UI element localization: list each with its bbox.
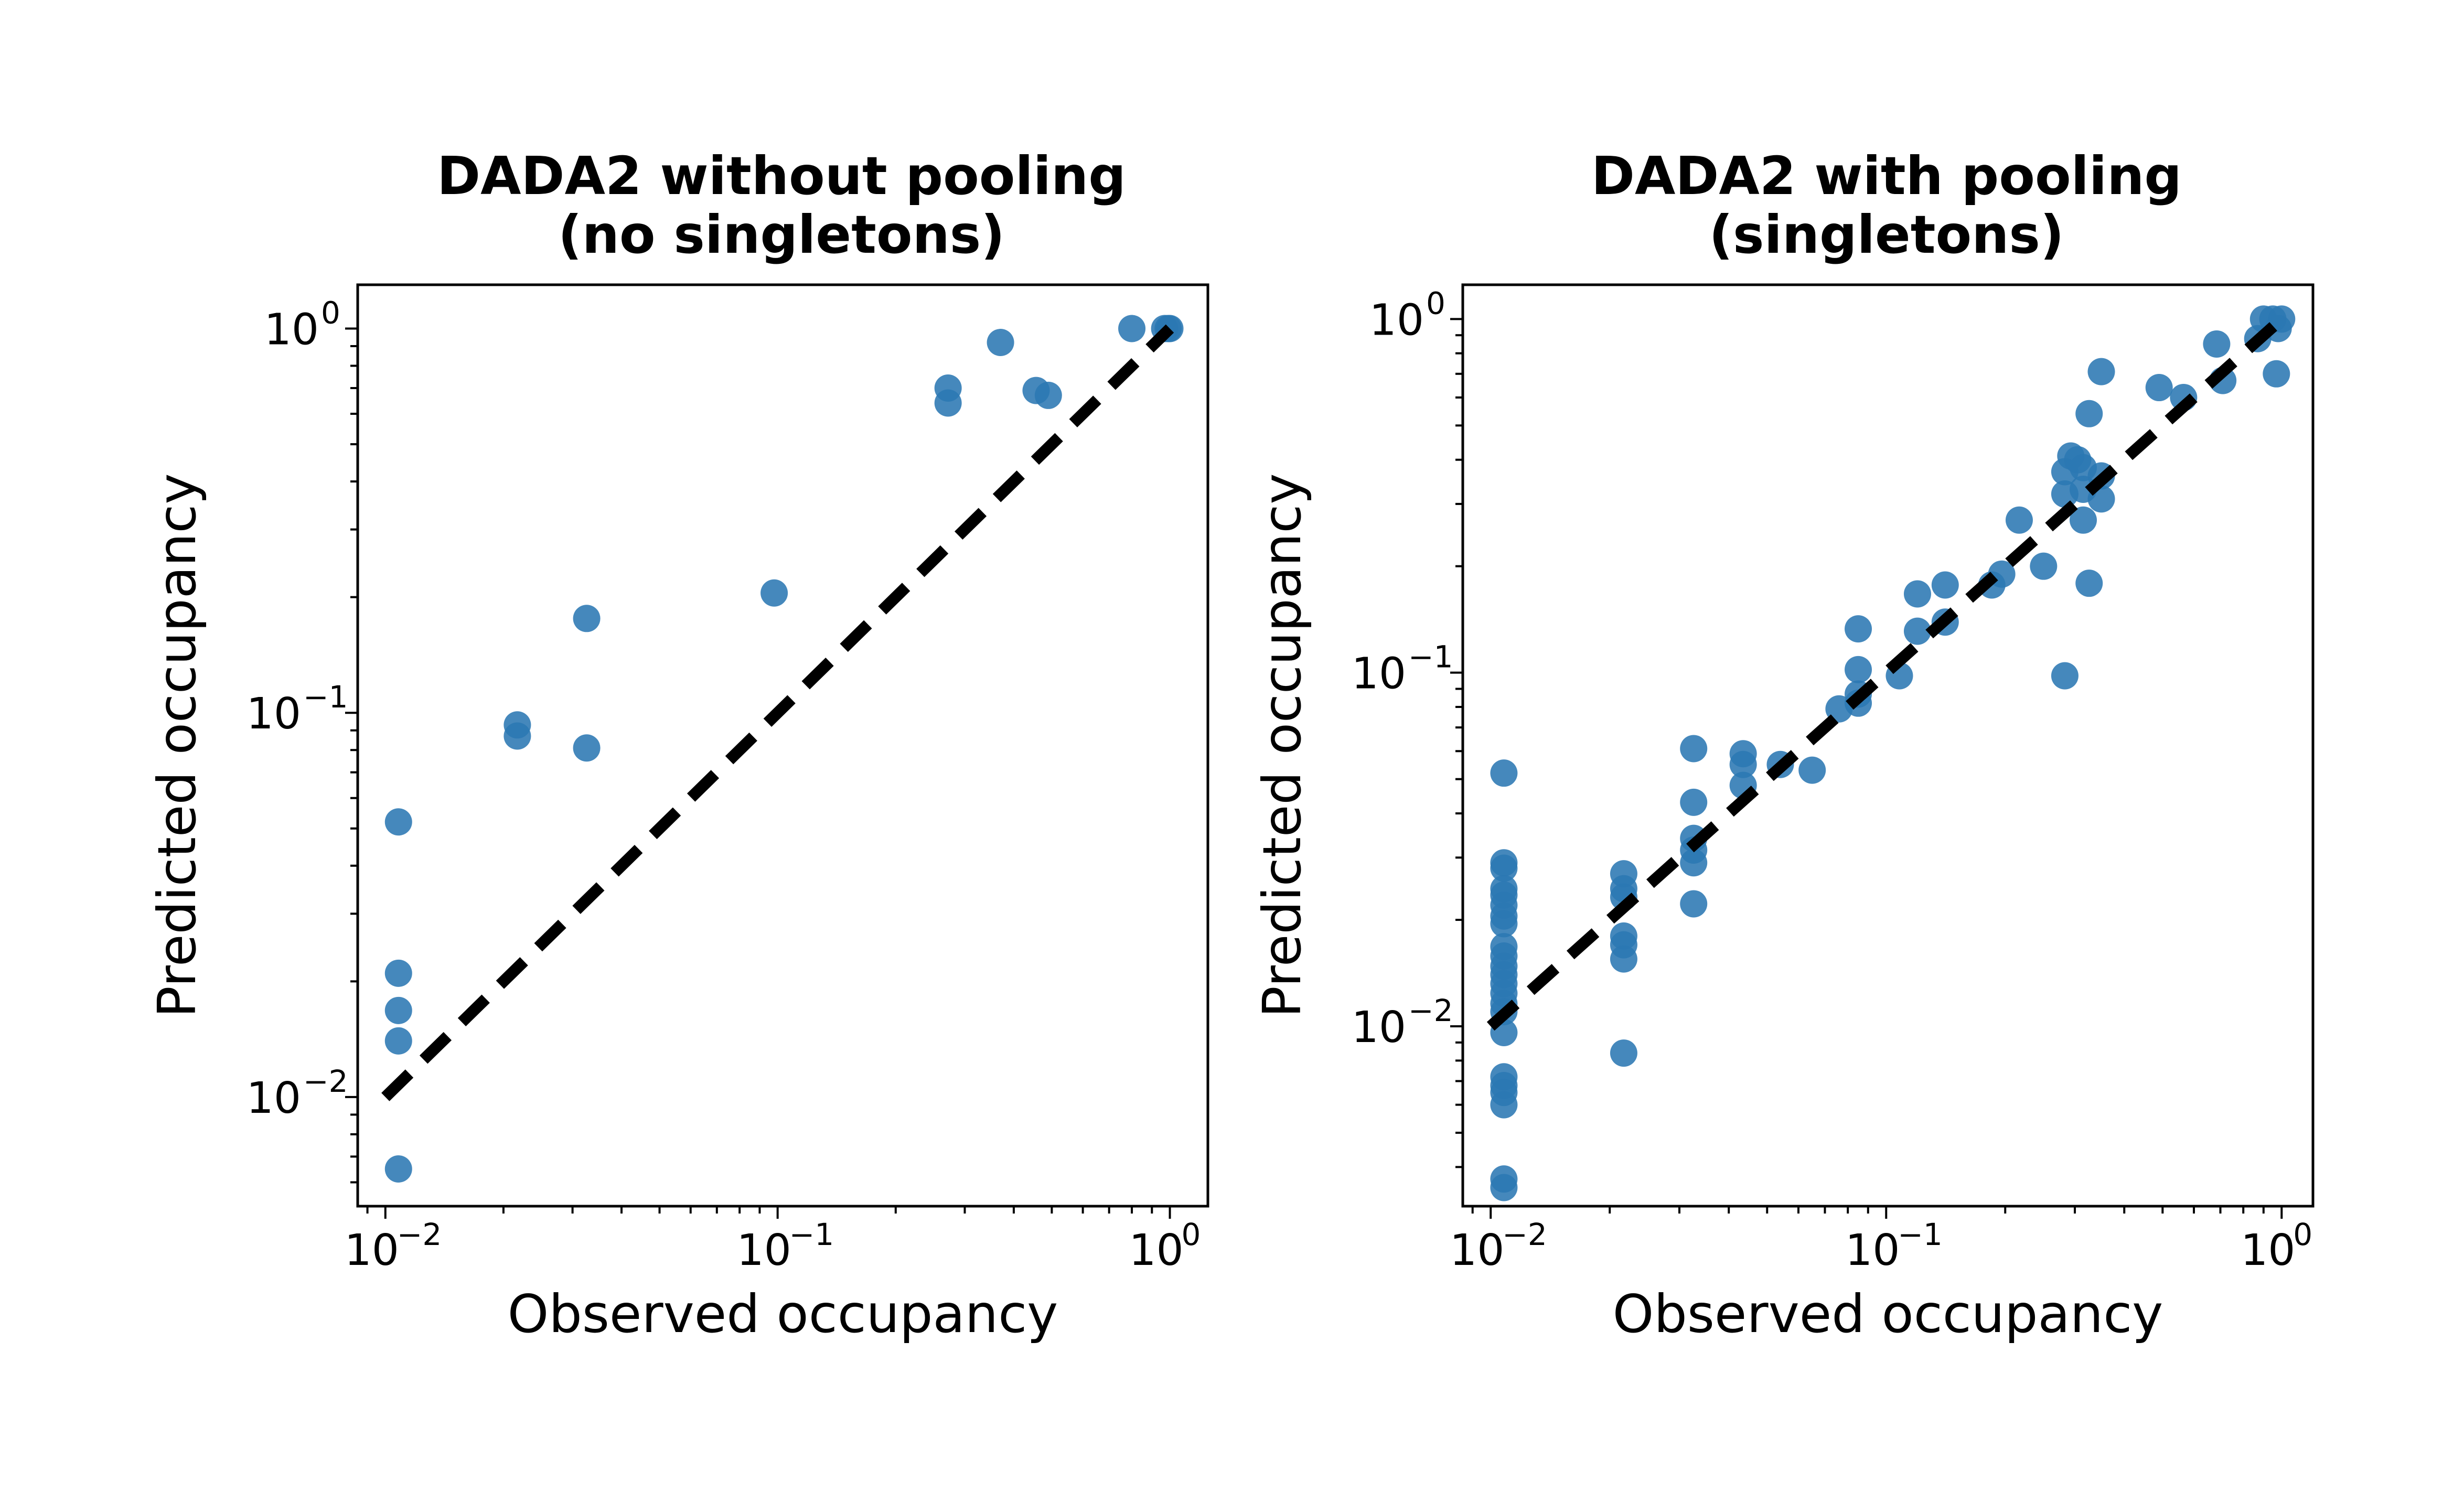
data-point xyxy=(1118,315,1146,342)
data-point xyxy=(1490,759,1518,787)
x-tick-exponent: −1 xyxy=(789,1217,834,1252)
x-tick-exponent: −2 xyxy=(397,1217,442,1252)
data-point xyxy=(1729,750,1757,778)
data-point xyxy=(987,329,1014,357)
data-point xyxy=(384,996,412,1024)
data-point xyxy=(2075,400,2103,427)
y-tick-label: 10 xyxy=(1369,295,1424,345)
x-tick-exponent: 0 xyxy=(1182,1217,1201,1252)
x-tick-exponent: −1 xyxy=(1898,1217,1943,1252)
chart-title-line-1: DADA2 with pooling xyxy=(1591,145,2182,207)
data-point xyxy=(573,734,601,762)
y-tick-label: 10 xyxy=(264,305,319,355)
data-point xyxy=(1903,617,1931,645)
data-point xyxy=(2263,360,2290,388)
data-point xyxy=(760,579,788,607)
y-tick-exponent: −1 xyxy=(303,679,348,715)
right-panel: DADA2 with pooling(singletons)10−2 10−1 10… xyxy=(1251,145,2315,1345)
data-point xyxy=(1610,1039,1637,1067)
x-tick-label: 10 xyxy=(1845,1226,1900,1275)
data-point xyxy=(1680,890,1708,918)
data-point xyxy=(934,389,962,417)
y-tick-label: 10 xyxy=(1352,649,1406,699)
x-tick-label: 10 xyxy=(2241,1226,2295,1275)
data-point xyxy=(1903,580,1931,608)
data-point xyxy=(384,808,412,836)
data-point xyxy=(2030,552,2058,580)
data-point xyxy=(2087,358,2115,385)
chart-title-line-2: (singletons) xyxy=(1709,204,2064,265)
data-point xyxy=(1490,854,1518,882)
data-point xyxy=(2005,506,2033,534)
data-point xyxy=(2145,374,2173,402)
y-tick-exponent: −2 xyxy=(303,1064,348,1099)
data-point xyxy=(1680,735,1708,763)
x-axis-label: Observed occupancy xyxy=(1613,1283,2163,1345)
x-tick-exponent: −2 xyxy=(1502,1217,1547,1252)
data-point xyxy=(1034,381,1062,409)
data-point xyxy=(2203,330,2231,358)
y-tick-exponent: 0 xyxy=(1426,285,1445,321)
data-point xyxy=(2268,305,2296,333)
x-tick-label: 10 xyxy=(736,1226,791,1275)
x-tick-label: 10 xyxy=(1450,1226,1504,1275)
y-tick-label: 10 xyxy=(1352,1003,1406,1053)
data-point xyxy=(1845,656,1872,683)
chart-title-line-1: DADA2 without pooling xyxy=(437,145,1126,207)
y-axis-label: Predicted occupancy xyxy=(1251,473,1313,1017)
y-tick-exponent: −1 xyxy=(1408,639,1453,675)
reference-diagonal-line xyxy=(1486,315,2286,1031)
data-point xyxy=(1490,1174,1518,1201)
reference-diagonal-line xyxy=(381,324,1174,1101)
data-point xyxy=(573,605,601,632)
data-point xyxy=(1931,571,1959,599)
data-point xyxy=(2070,506,2097,534)
y-tick-exponent: 0 xyxy=(321,295,340,330)
data-point xyxy=(384,959,412,987)
x-tick-exponent: 0 xyxy=(2293,1217,2312,1252)
x-tick-label: 10 xyxy=(1129,1226,1183,1275)
data-point xyxy=(1680,788,1708,816)
data-point xyxy=(503,722,531,750)
x-axis-label: Observed occupancy xyxy=(508,1283,1058,1345)
y-axis-label: Predicted occupancy xyxy=(146,473,208,1017)
data-point xyxy=(1680,849,1708,877)
x-tick-label: 10 xyxy=(345,1226,399,1275)
data-point xyxy=(1610,945,1637,973)
data-point xyxy=(384,1027,412,1055)
data-point xyxy=(2075,570,2103,597)
chart-title-line-2: (no singletons) xyxy=(558,204,1005,265)
data-point xyxy=(1845,615,1872,643)
plot-area-frame xyxy=(1461,283,2315,1208)
data-point xyxy=(1490,1091,1518,1119)
left-panel: DADA2 without pooling(no singletons)10−2… xyxy=(146,145,1209,1345)
plot-area-frame xyxy=(356,283,1209,1208)
data-point xyxy=(384,1155,412,1183)
data-point xyxy=(1798,756,1826,784)
data-point xyxy=(1490,910,1518,938)
data-point xyxy=(2051,662,2079,690)
y-tick-label: 10 xyxy=(247,1073,301,1123)
y-tick-exponent: −2 xyxy=(1408,993,1453,1028)
y-tick-label: 10 xyxy=(247,689,301,739)
